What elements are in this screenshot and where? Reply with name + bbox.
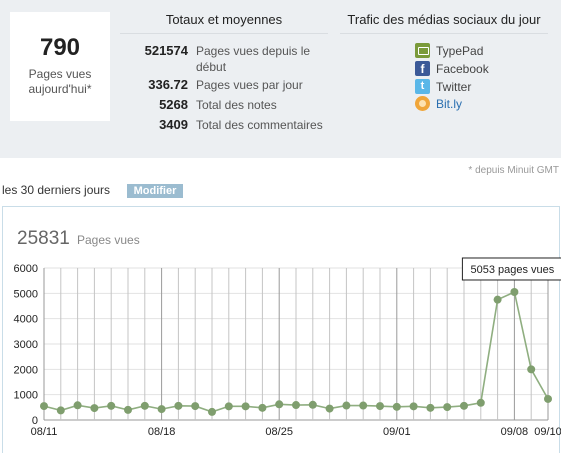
social-item-label: Twitter xyxy=(436,80,472,94)
data-point xyxy=(460,401,468,410)
stat-label: Pages vues depuis le début xyxy=(196,44,311,74)
social-item-label: TypePad xyxy=(436,44,484,58)
data-point xyxy=(208,407,216,416)
y-tick-label: 4000 xyxy=(14,314,38,326)
data-point xyxy=(510,287,519,296)
today-label-line1: Pages vues xyxy=(28,67,92,81)
y-tick-label: 0 xyxy=(32,415,38,427)
data-point xyxy=(107,401,116,410)
data-point xyxy=(359,401,368,410)
data-point xyxy=(56,406,65,415)
y-tick-label: 2000 xyxy=(14,364,38,376)
stat-label: Total des commentaires xyxy=(196,118,323,132)
data-point xyxy=(493,295,502,304)
today-pageviews-box: 790 Pages vues aujourd'hui* xyxy=(10,12,110,121)
tooltip-text: 5053 pages vues xyxy=(471,264,555,276)
facebook-icon: f xyxy=(415,61,430,76)
data-point xyxy=(157,405,166,414)
stat-value: 336.72 xyxy=(148,77,188,92)
data-point xyxy=(292,401,300,410)
x-tick-label: 09/01 xyxy=(383,426,411,438)
stat-label: Total des notes xyxy=(196,98,277,112)
data-point xyxy=(174,401,183,410)
stat-label: Pages vues par jour xyxy=(196,78,303,92)
period-total-count: 25831 xyxy=(17,228,70,249)
data-point xyxy=(308,400,317,409)
social-item-label[interactable]: Bit.ly xyxy=(436,97,463,111)
stat-value: 521574 xyxy=(144,43,188,58)
data-point xyxy=(124,405,132,414)
y-tick-label: 6000 xyxy=(14,263,38,275)
social-heading: Trafic des médias sociaux du jour xyxy=(340,12,548,34)
x-tick-label: 09/10 xyxy=(534,426,561,438)
data-point xyxy=(426,403,435,412)
data-point xyxy=(73,401,82,410)
data-point xyxy=(527,365,536,374)
data-point xyxy=(191,402,200,411)
y-tick-label: 5000 xyxy=(14,288,38,300)
x-tick-label: 08/11 xyxy=(31,426,58,438)
modify-button[interactable]: Modifier xyxy=(127,184,183,198)
data-point xyxy=(376,402,384,411)
x-tick-label: 09/08 xyxy=(501,426,529,438)
typepad-icon xyxy=(415,43,430,58)
data-point xyxy=(224,402,233,411)
data-point xyxy=(392,402,401,411)
y-tick-label: 1000 xyxy=(14,390,38,402)
data-point xyxy=(275,400,284,409)
stat-value: 5268 xyxy=(159,97,188,112)
data-point xyxy=(90,404,99,413)
today-label-line2: aujourd'hui* xyxy=(28,82,92,96)
x-tick-label: 08/18 xyxy=(148,426,176,438)
stat-value: 3409 xyxy=(159,117,188,132)
data-point xyxy=(476,398,485,407)
today-count: 790 xyxy=(39,34,81,61)
twitter-icon: t xyxy=(415,79,430,94)
timezone-footnote: * depuis Minuit GMT xyxy=(468,165,559,176)
totals-heading: Totaux et moyennes xyxy=(120,12,328,34)
data-point xyxy=(544,394,552,403)
data-point xyxy=(325,404,334,413)
period-label: les 30 derniers jours xyxy=(2,183,111,197)
data-point xyxy=(409,402,418,411)
x-tick-label: 08/25 xyxy=(265,426,293,438)
data-point xyxy=(140,401,149,410)
data-point xyxy=(342,401,351,410)
period-total-label: Pages vues xyxy=(77,233,140,247)
data-point xyxy=(258,403,267,412)
data-point xyxy=(40,402,48,411)
stats-summary-panel: 790 Pages vues aujourd'hui* Totaux et mo… xyxy=(0,0,561,158)
social-item-label: Facebook xyxy=(436,62,489,76)
data-point xyxy=(443,403,452,412)
y-tick-label: 3000 xyxy=(14,339,38,351)
bitly-icon xyxy=(415,96,430,111)
tooltip-box xyxy=(461,257,561,281)
data-point xyxy=(241,402,250,411)
